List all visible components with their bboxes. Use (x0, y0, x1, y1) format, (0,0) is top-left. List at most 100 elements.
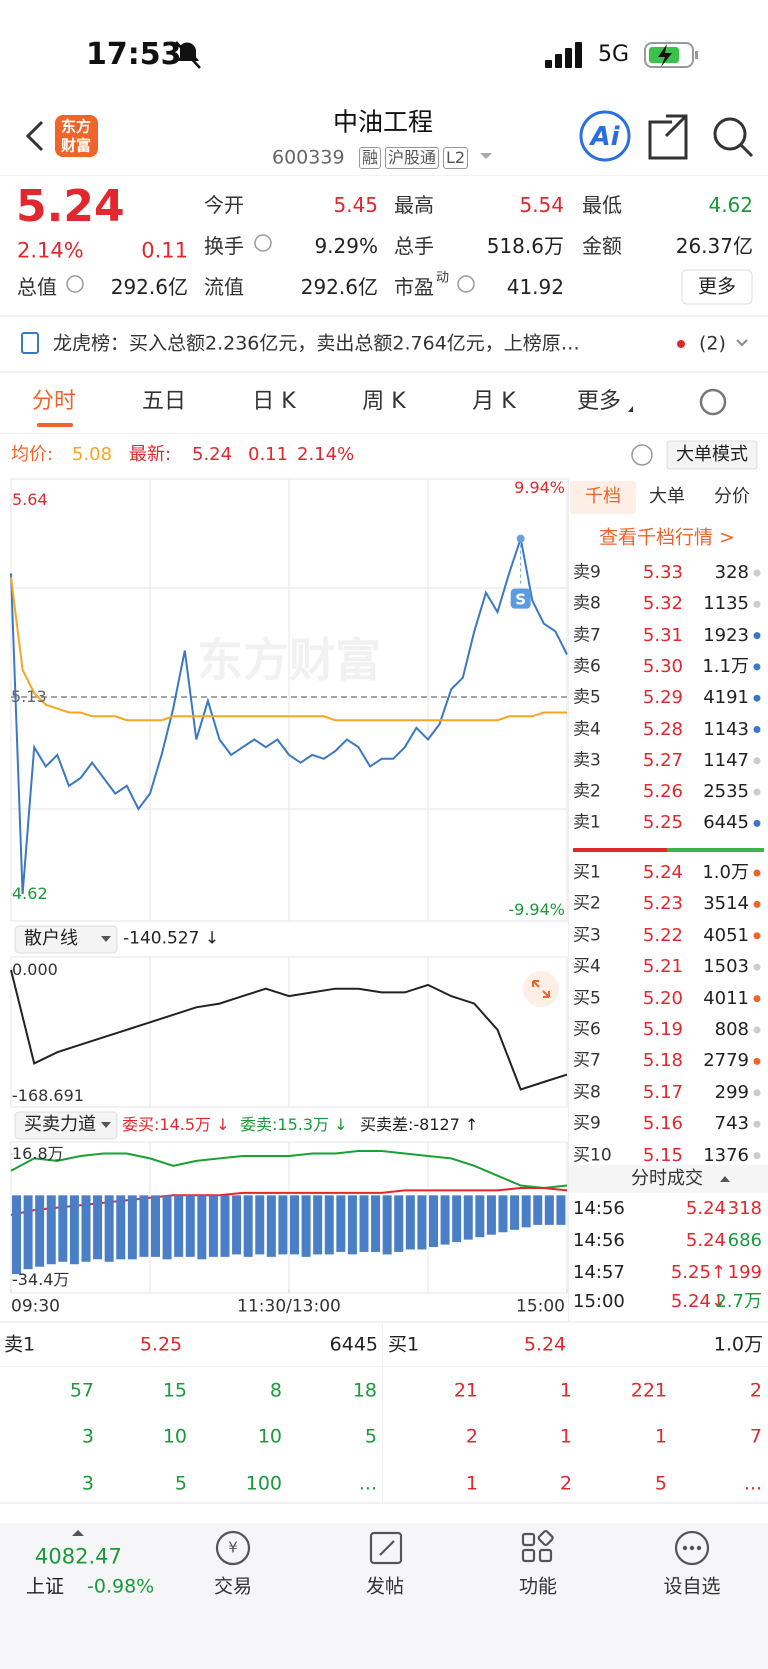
volume-bar (220, 1195, 230, 1257)
orderbook-tab[interactable]: 千档 (585, 486, 621, 507)
series-line (10, 1187, 568, 1216)
tab[interactable]: 五日 (141, 389, 187, 414)
volume-bar (405, 1195, 415, 1250)
tab[interactable]: 更多 (576, 389, 622, 414)
volume-bar (266, 1195, 276, 1257)
tag: 融 (359, 147, 382, 169)
level-dot (753, 569, 761, 577)
network: 5G (598, 42, 630, 67)
volume-bar (23, 1195, 33, 1270)
level-dot (753, 694, 761, 702)
indicator-name[interactable]: 散户线 (24, 928, 78, 949)
x-tick-label: 15:00 (516, 1296, 565, 1317)
trade-volume: 199 (727, 1262, 762, 1283)
level-dot (753, 819, 761, 827)
level-label: 卖7 (573, 625, 601, 646)
more-button[interactable]: 更多 (697, 275, 737, 298)
level-volume: 2535 (703, 781, 749, 803)
depth-cell: 10 (162, 1425, 187, 1448)
tab[interactable]: 周 K (362, 389, 406, 414)
depth-cell: 3 (81, 1425, 94, 1448)
nav-icons[interactable] (215, 1529, 710, 1566)
depth-cell: ... (358, 1472, 377, 1495)
depth-cell: 8 (269, 1379, 282, 1402)
level-volume: 1143 (703, 718, 749, 740)
volume-bar (174, 1195, 184, 1257)
volume-bar (278, 1195, 288, 1255)
volume-bar (498, 1195, 508, 1233)
level-label: 卖6 (573, 656, 601, 677)
force-select[interactable] (14, 1111, 118, 1140)
ai-icon[interactable]: Ai (588, 122, 620, 152)
notice-count: (2) (699, 332, 726, 355)
tab[interactable]: 分时 (31, 389, 77, 414)
level-dot (753, 1089, 761, 1097)
level-volume: 743 (714, 1113, 749, 1135)
volume-bar (116, 1195, 126, 1260)
volume-bar (139, 1195, 149, 1257)
level-price: 5.29 (642, 687, 683, 709)
depth-cell: 100 (245, 1472, 282, 1495)
depth-price: 5.25 (139, 1333, 183, 1356)
volume-bar (208, 1195, 218, 1257)
retail-select[interactable] (14, 925, 118, 954)
depth-cell: 7 (749, 1425, 762, 1448)
orderbook-tab-active[interactable] (570, 481, 636, 514)
tab[interactable]: 日 K (252, 389, 296, 414)
tag: 沪股通 (385, 147, 440, 169)
volume-bar (58, 1195, 68, 1262)
nav-item[interactable]: 发帖 (365, 1575, 405, 1598)
notice: 龙虎榜：买入总额2.236亿元，卖出总额2.764亿元，上榜原… (53, 332, 580, 355)
level-price: 5.22 (642, 924, 683, 946)
settings[interactable] (699, 388, 727, 416)
volume-bar (440, 1195, 450, 1245)
dropdown[interactable] (480, 153, 492, 159)
signal-badge (510, 588, 531, 609)
volume-bar (452, 1195, 462, 1243)
trade-time: 14:56 (573, 1198, 625, 1219)
nav-item[interactable]: 交易 (213, 1575, 253, 1598)
y-tick-label: -34.4万 (12, 1270, 70, 1289)
field-value: 518.6万 (486, 234, 564, 258)
level-label: 卖9 (573, 562, 601, 583)
field-value: 41.92 (506, 275, 564, 299)
volume-bar (510, 1195, 520, 1230)
volume-bar (347, 1195, 357, 1255)
volume-bar (521, 1195, 531, 1228)
level-dot (753, 663, 761, 671)
depth-cell: 5 (174, 1472, 187, 1495)
help[interactable] (631, 444, 653, 466)
last-value: 5.24 (192, 444, 233, 465)
expand-button[interactable] (523, 971, 559, 1007)
volume-bar (556, 1195, 566, 1225)
y-tick-label: 5.64 (12, 490, 48, 509)
expand-icon (532, 980, 550, 998)
field-label: 最高 (394, 193, 434, 217)
nav-item[interactable]: 设自选 (663, 1575, 721, 1598)
indicator-name[interactable]: 买卖力道 (24, 1114, 96, 1135)
level-price: 5.23 (642, 893, 683, 915)
nav-dots (682, 1545, 702, 1551)
select-carets (101, 936, 111, 1128)
orderbook-tab[interactable]: 分价 (714, 486, 750, 507)
series-line (10, 534, 568, 895)
tab[interactable]: 月 K (472, 389, 516, 414)
level-label: 买7 (573, 1050, 601, 1071)
volume-bar (93, 1195, 103, 1260)
more-button[interactable] (681, 269, 753, 305)
orderbook-link[interactable]: 查看千档行情 > (599, 526, 735, 549)
volume-bar (255, 1195, 265, 1255)
orderbook-tab[interactable]: 大单 (649, 486, 685, 507)
trade-time: 14:56 (573, 1230, 625, 1251)
big-order-button[interactable]: 大单模式 (676, 444, 748, 465)
volume-bar (463, 1195, 473, 1240)
nav-item[interactable]: 功能 (518, 1575, 558, 1598)
level-volume: 299 (714, 1081, 749, 1103)
level-dot (753, 1152, 761, 1160)
y2-tick-label: 9.94% (514, 478, 565, 497)
logo (55, 115, 98, 157)
volume-bar (104, 1195, 114, 1262)
big-order-button[interactable] (666, 440, 758, 470)
header-icons[interactable] (25, 110, 754, 162)
